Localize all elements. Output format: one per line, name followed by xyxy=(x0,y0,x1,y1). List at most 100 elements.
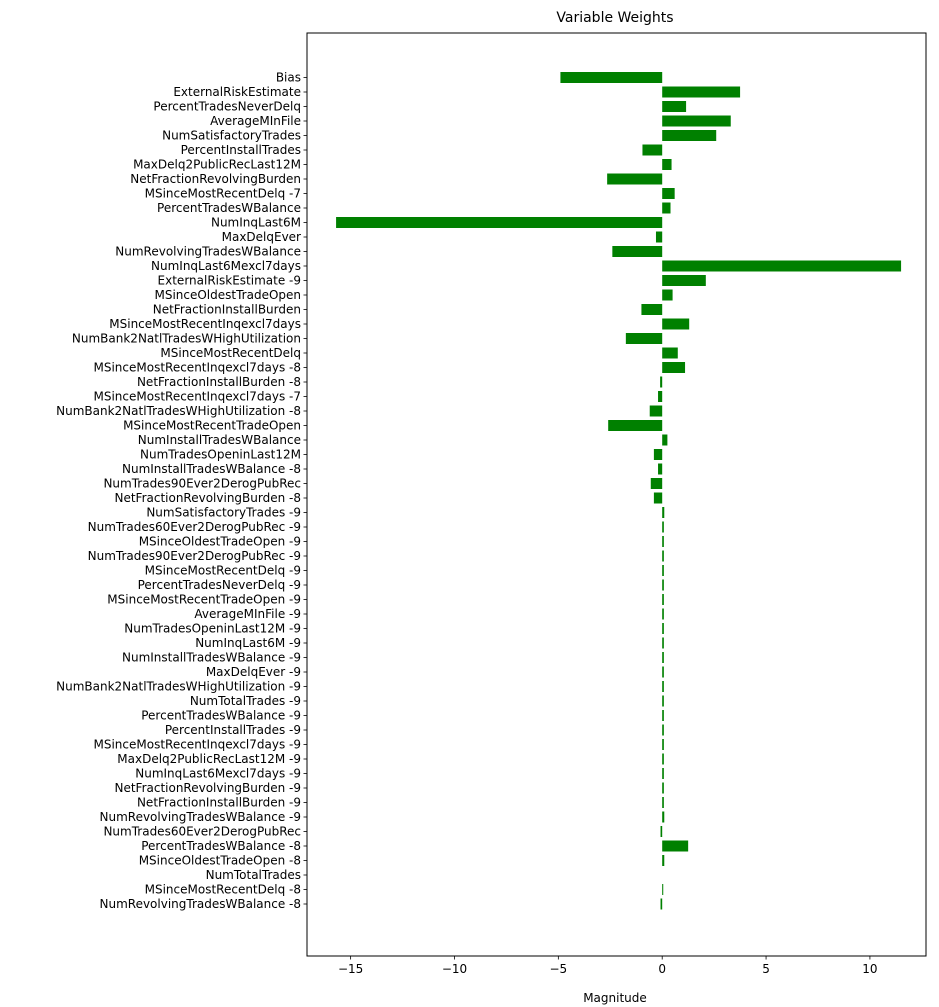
category-label: NetFractionInstallBurden -8 xyxy=(137,375,301,389)
bar xyxy=(662,884,664,895)
bar xyxy=(662,768,664,779)
bar xyxy=(662,608,664,620)
bar xyxy=(662,811,665,823)
category-label: NumInqLast6M -9 xyxy=(195,636,301,650)
bar xyxy=(662,753,664,765)
bar xyxy=(662,623,664,634)
category-label: NumSatisfactoryTrades -9 xyxy=(146,506,301,520)
category-label: NetFractionInstallBurden xyxy=(153,303,301,317)
category-label: ExternalRiskEstimate xyxy=(173,85,301,99)
bar xyxy=(662,275,706,286)
category-label: PercentTradesNeverDelq -9 xyxy=(138,578,301,592)
bar xyxy=(660,376,663,388)
category-label: MSinceOldestTradeOpen -9 xyxy=(139,535,301,549)
bar xyxy=(662,782,664,794)
bar xyxy=(662,710,664,721)
bar xyxy=(560,72,663,83)
category-label: MSinceMostRecentTradeOpen -9 xyxy=(107,593,301,607)
category-label: NumInqLast6Mexcl7days -9 xyxy=(135,767,301,781)
category-label: MSinceMostRecentDelq -9 xyxy=(145,564,301,578)
bar xyxy=(662,130,717,141)
category-label: PercentTradesWBalance -8 xyxy=(141,839,301,853)
category-label: MaxDelqEver -9 xyxy=(206,665,301,679)
bar xyxy=(662,594,664,605)
bar xyxy=(612,246,663,257)
bar xyxy=(662,550,664,562)
category-label: NumTrades90Ever2DerogPubRec -9 xyxy=(88,549,301,563)
bar xyxy=(662,579,664,591)
chart-title: Variable Weights xyxy=(556,10,673,26)
x-axis-title: Magnitude xyxy=(583,991,647,1005)
category-label: NumSatisfactoryTrades xyxy=(162,129,301,143)
bar xyxy=(642,144,663,156)
bar xyxy=(607,173,663,185)
category-label: MSinceMostRecentInqexcl7days -8 xyxy=(93,361,301,375)
category-label: NumInqLast6M xyxy=(211,216,301,230)
category-label: NumRevolvingTradesWBalance -8 xyxy=(100,897,302,911)
category-label: NumTradesOpeninLast12M -9 xyxy=(124,622,301,636)
bar xyxy=(662,666,664,678)
bar xyxy=(662,362,686,373)
category-label: NumBank2NatlTradesWHighUtilization xyxy=(72,332,301,346)
bar xyxy=(658,463,663,475)
category-label: MaxDelq2PublicRecLast12M xyxy=(133,158,301,172)
category-label: MaxDelqEver xyxy=(222,230,301,244)
category-label: AverageMInFile xyxy=(210,114,301,128)
bar xyxy=(662,318,690,330)
x-tick-label: −15 xyxy=(338,962,363,976)
bar xyxy=(662,434,668,446)
category-label: NumRevolvingTradesWBalance xyxy=(115,245,301,259)
category-label: MSinceMostRecentTradeOpen xyxy=(123,419,301,433)
bar xyxy=(658,391,663,402)
bar xyxy=(662,855,665,866)
bar xyxy=(662,347,678,359)
x-tick-label: 10 xyxy=(862,962,877,976)
category-label: MSinceMostRecentInqexcl7days -7 xyxy=(93,390,301,404)
category-label: Bias xyxy=(276,71,301,85)
category-label: NumInstallTradesWBalance -8 xyxy=(122,462,301,476)
bar xyxy=(662,521,664,533)
category-label: MSinceMostRecentDelq xyxy=(160,346,301,360)
bar xyxy=(662,202,671,214)
x-tick-label: −10 xyxy=(442,962,467,976)
category-label: MSinceMostRecentInqexcl7days -9 xyxy=(93,738,301,752)
bar xyxy=(660,898,663,910)
bar xyxy=(662,739,664,750)
bar xyxy=(662,797,664,808)
bar xyxy=(662,536,664,547)
category-label: NumInqLast6Mexcl7days xyxy=(151,259,301,273)
bar xyxy=(662,507,665,518)
bar xyxy=(662,724,664,736)
category-label: PercentInstallTrades -9 xyxy=(165,723,301,737)
bar xyxy=(641,304,663,315)
category-label: MSinceMostRecentDelq -8 xyxy=(145,883,301,897)
bar xyxy=(662,695,664,707)
category-label: MaxDelq2PublicRecLast12M -9 xyxy=(117,752,301,766)
category-label: AverageMInFile -9 xyxy=(194,607,301,621)
category-label: PercentTradesWBalance xyxy=(157,201,301,215)
category-label: PercentInstallTrades xyxy=(181,143,301,157)
category-label: NumTrades60Ever2DerogPubRec xyxy=(103,825,301,839)
bar xyxy=(660,826,663,837)
bar xyxy=(662,86,741,98)
category-label: MSinceOldestTradeOpen xyxy=(154,288,301,302)
category-label: NumBank2NatlTradesWHighUtilization -8 xyxy=(56,404,301,418)
bar xyxy=(655,231,663,243)
category-label: MSinceMostRecentDelq -7 xyxy=(145,187,301,201)
x-tick-label: 0 xyxy=(658,962,666,976)
bar xyxy=(336,217,663,228)
bar xyxy=(662,260,902,272)
bar xyxy=(662,115,731,127)
category-label: ExternalRiskEstimate -9 xyxy=(158,274,301,288)
category-label: NumInstallTradesWBalance xyxy=(138,433,301,447)
category-label: NetFractionRevolvingBurden xyxy=(130,172,301,186)
category-label: NetFractionRevolvingBurden -8 xyxy=(114,491,301,505)
bar xyxy=(608,420,663,431)
category-label: NumTradesOpeninLast12M xyxy=(140,448,301,462)
category-label: NumRevolvingTradesWBalance -9 xyxy=(100,810,302,824)
x-axis: −15 −10 −5 0 5 10 xyxy=(338,956,878,976)
x-tick-label: 5 xyxy=(762,962,770,976)
category-label: MSinceOldestTradeOpen -8 xyxy=(139,854,301,868)
